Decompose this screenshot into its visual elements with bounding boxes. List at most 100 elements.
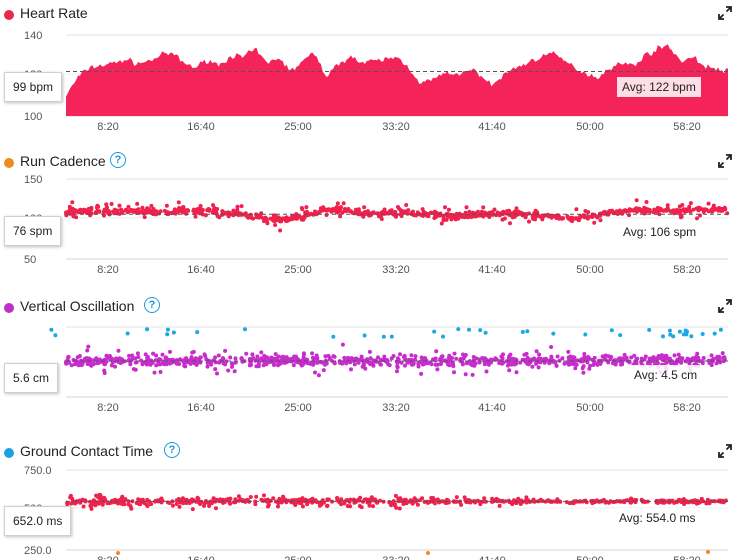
- vertical-oscillation-point: [113, 364, 117, 369]
- ground-contact-point: [276, 501, 281, 505]
- vertical-oscillation-point: [352, 357, 357, 362]
- x-tick-label: 25:00: [284, 121, 312, 133]
- vertical-oscillation-point: [256, 364, 261, 369]
- vertical-oscillation-point: [454, 356, 459, 361]
- x-tick-label: 41:40: [478, 555, 506, 560]
- cadence-point: [433, 213, 438, 218]
- vertical-oscillation-point: [85, 348, 90, 353]
- expand-icon[interactable]: [718, 154, 732, 168]
- vertical-oscillation-point: [148, 362, 153, 367]
- vertical-oscillation-point: [278, 361, 283, 366]
- vertical-oscillation-point: [413, 354, 418, 359]
- ground-contact-point: [129, 506, 134, 511]
- vertical-oscillation-point: [585, 358, 590, 363]
- vertical-oscillation-point: [131, 367, 136, 372]
- vertical-oscillation-point: [240, 359, 245, 364]
- ground-contact-point: [325, 497, 330, 502]
- cadence-point: [341, 201, 346, 206]
- ground-contact-point: [510, 500, 515, 505]
- ground-contact-point: [116, 551, 120, 555]
- cadence-point: [510, 215, 515, 220]
- cadence-point: [698, 206, 703, 211]
- ground-contact-point: [481, 499, 486, 504]
- vertical-oscillation-point: [534, 349, 539, 354]
- cadence-point: [454, 211, 459, 216]
- vertical-oscillation-point: [264, 362, 269, 367]
- vertical-oscillation-point: [484, 369, 489, 374]
- vertical-oscillation-point: [243, 327, 247, 332]
- vertical-oscillation-point: [362, 333, 367, 338]
- x-tick-label: 41:40: [478, 264, 506, 276]
- vertical-oscillation-point: [547, 361, 552, 366]
- ground-contact-point: [496, 498, 501, 503]
- ground-contact-time-chart[interactable]: 750.0500250.08:2016:4025:0033:2041:4050:…: [0, 442, 740, 560]
- vertical-oscillation-point: [395, 365, 400, 370]
- ground-contact-point: [195, 495, 200, 500]
- ground-contact-point: [611, 500, 616, 504]
- ground-contact-point: [389, 503, 393, 508]
- ground-contact-point: [656, 499, 661, 504]
- vertical-oscillation-point: [722, 357, 727, 361]
- vertical-oscillation-point: [127, 353, 131, 358]
- cadence-point: [500, 217, 505, 222]
- vertical-oscillation-point: [77, 354, 82, 358]
- vertical-oscillation-point: [687, 361, 692, 366]
- vertical-oscillation-point: [223, 362, 228, 367]
- vertical-oscillation-point: [95, 361, 100, 366]
- vertical-oscillation-point: [611, 361, 615, 366]
- cadence-point: [304, 205, 309, 210]
- ground-contact-point: [397, 506, 402, 511]
- ground-contact-point: [123, 497, 128, 502]
- vertical-oscillation-point: [624, 355, 629, 360]
- cadence-point: [259, 215, 264, 220]
- vertical-oscillation-point: [205, 364, 210, 369]
- cadence-point: [446, 207, 451, 212]
- vertical-oscillation-point: [470, 372, 475, 377]
- ground-contact-point: [335, 497, 340, 502]
- ground-contact-point: [68, 495, 73, 500]
- run-cadence-title: Run Cadence: [20, 153, 106, 169]
- cadence-point: [104, 208, 109, 213]
- cadence-point: [265, 218, 269, 223]
- x-tick-label: 25:00: [284, 402, 312, 414]
- vertical-oscillation-point: [332, 361, 337, 366]
- help-icon[interactable]: ?: [144, 297, 160, 313]
- vertical-oscillation-point: [684, 332, 689, 337]
- vertical-oscillation-point: [402, 353, 407, 358]
- ground-contact-point: [371, 504, 375, 509]
- vertical-oscillation-point: [332, 354, 337, 359]
- vertical-oscillation-point: [551, 331, 556, 336]
- cadence-point: [441, 216, 446, 221]
- ground-contact-point: [469, 499, 473, 504]
- cadence-point: [706, 201, 711, 206]
- ground-contact-point: [315, 500, 320, 505]
- vertical-oscillation-point: [152, 370, 157, 375]
- expand-icon[interactable]: [718, 6, 732, 20]
- cadence-point: [404, 203, 409, 207]
- ground-contact-point: [153, 499, 157, 504]
- vertical-oscillation-point: [191, 349, 196, 354]
- cadence-point: [236, 212, 241, 217]
- ground-contact-point: [238, 497, 243, 502]
- expand-icon[interactable]: [718, 444, 732, 458]
- heart-rate-chart[interactable]: 1401201008:2016:4025:0033:2041:4050:0058…: [0, 4, 740, 133]
- vertical-oscillation-chart[interactable]: 8:20 16:40 25:00 33:20 41:40 50:00 58:20: [0, 297, 740, 415]
- ground-contact-point: [167, 501, 172, 505]
- help-icon[interactable]: ?: [110, 152, 126, 168]
- cadence-point: [175, 208, 180, 213]
- cadence-point: [576, 218, 581, 223]
- ground-contact-point: [214, 506, 218, 511]
- vertical-oscillation-point: [368, 356, 373, 361]
- cadence-point: [510, 212, 515, 216]
- cadence-point: [212, 206, 217, 210]
- vertical-oscillation-point: [255, 354, 260, 359]
- ground-contact-point: [94, 493, 99, 498]
- cadence-point: [196, 207, 201, 212]
- cadence-point: [582, 214, 587, 219]
- help-icon[interactable]: ?: [164, 442, 180, 458]
- run-cadence-chart[interactable]: 150100508:2016:4025:0033:2041:4050:0058:…: [0, 152, 740, 276]
- expand-icon[interactable]: [718, 299, 732, 313]
- cadence-point: [271, 218, 276, 223]
- vertical-oscillation-point: [202, 352, 207, 357]
- cadence-point: [644, 200, 649, 204]
